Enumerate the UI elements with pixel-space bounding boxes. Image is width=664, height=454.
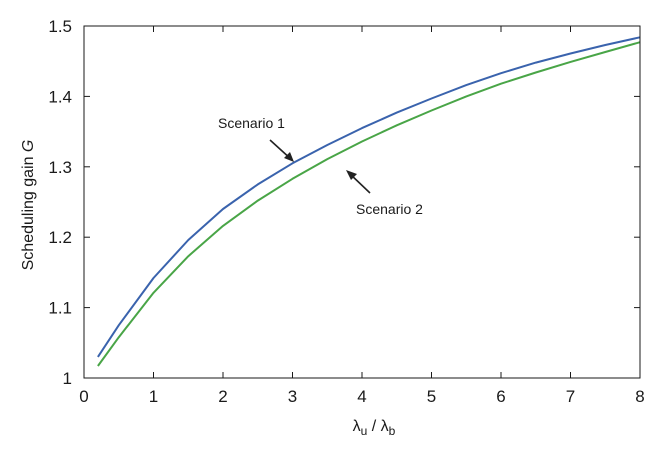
annotation-scenario-1: Scenario 1 xyxy=(218,115,285,131)
x-axis-label: λu / λb xyxy=(353,418,396,438)
series-line-1 xyxy=(97,36,641,358)
tick-labels: 0 1 2 3 4 5 6 7 811.11.21.31.41.5 xyxy=(48,17,644,406)
x-axis-label-sub-b: b xyxy=(389,424,396,438)
x-tick-label-4: 4 xyxy=(357,387,366,406)
x-tick-label-0: 0 xyxy=(79,387,88,406)
x-tick-label-6: 6 xyxy=(496,387,505,406)
x-tick-label-5: 5 xyxy=(427,387,436,406)
x-axis-label-sep: / xyxy=(367,418,380,435)
y-tick-label-4: 1.4 xyxy=(48,87,72,106)
y-tick-label-5: 1.5 xyxy=(48,17,72,36)
x-axis-label-base-2: λ xyxy=(381,418,389,435)
y-tick-label-2: 1.2 xyxy=(48,228,72,247)
annotation-scenario-2: Scenario 2 xyxy=(356,201,423,217)
annotation-arrowhead-2 xyxy=(346,170,357,180)
x-tick-label-3: 3 xyxy=(288,387,297,406)
y-tick-label-3: 1.3 xyxy=(48,158,72,177)
series-line-2 xyxy=(97,41,641,367)
x-axis-label-sub-u: u xyxy=(361,424,368,438)
plot-frame xyxy=(83,25,641,379)
y-tick-label-1: 1.1 xyxy=(48,299,72,318)
x-tick-label-8: 8 xyxy=(635,387,644,406)
x-tick-label-2: 2 xyxy=(218,387,227,406)
series-lines xyxy=(97,36,641,367)
annotations: Scenario 1 Scenario 2 xyxy=(218,115,423,217)
y-axis-label-var: G xyxy=(20,140,37,152)
x-tick-label-7: 7 xyxy=(566,387,575,406)
y-axis-label-text: Scheduling gain xyxy=(20,152,37,270)
x-axis-label-base-1: λ xyxy=(353,418,361,435)
annotation-arrowhead-1 xyxy=(284,152,294,162)
x-tick-label-1: 1 xyxy=(149,387,158,406)
y-tick-label-0: 1 xyxy=(63,369,72,388)
y-axis-label: Scheduling gain G xyxy=(20,140,37,271)
